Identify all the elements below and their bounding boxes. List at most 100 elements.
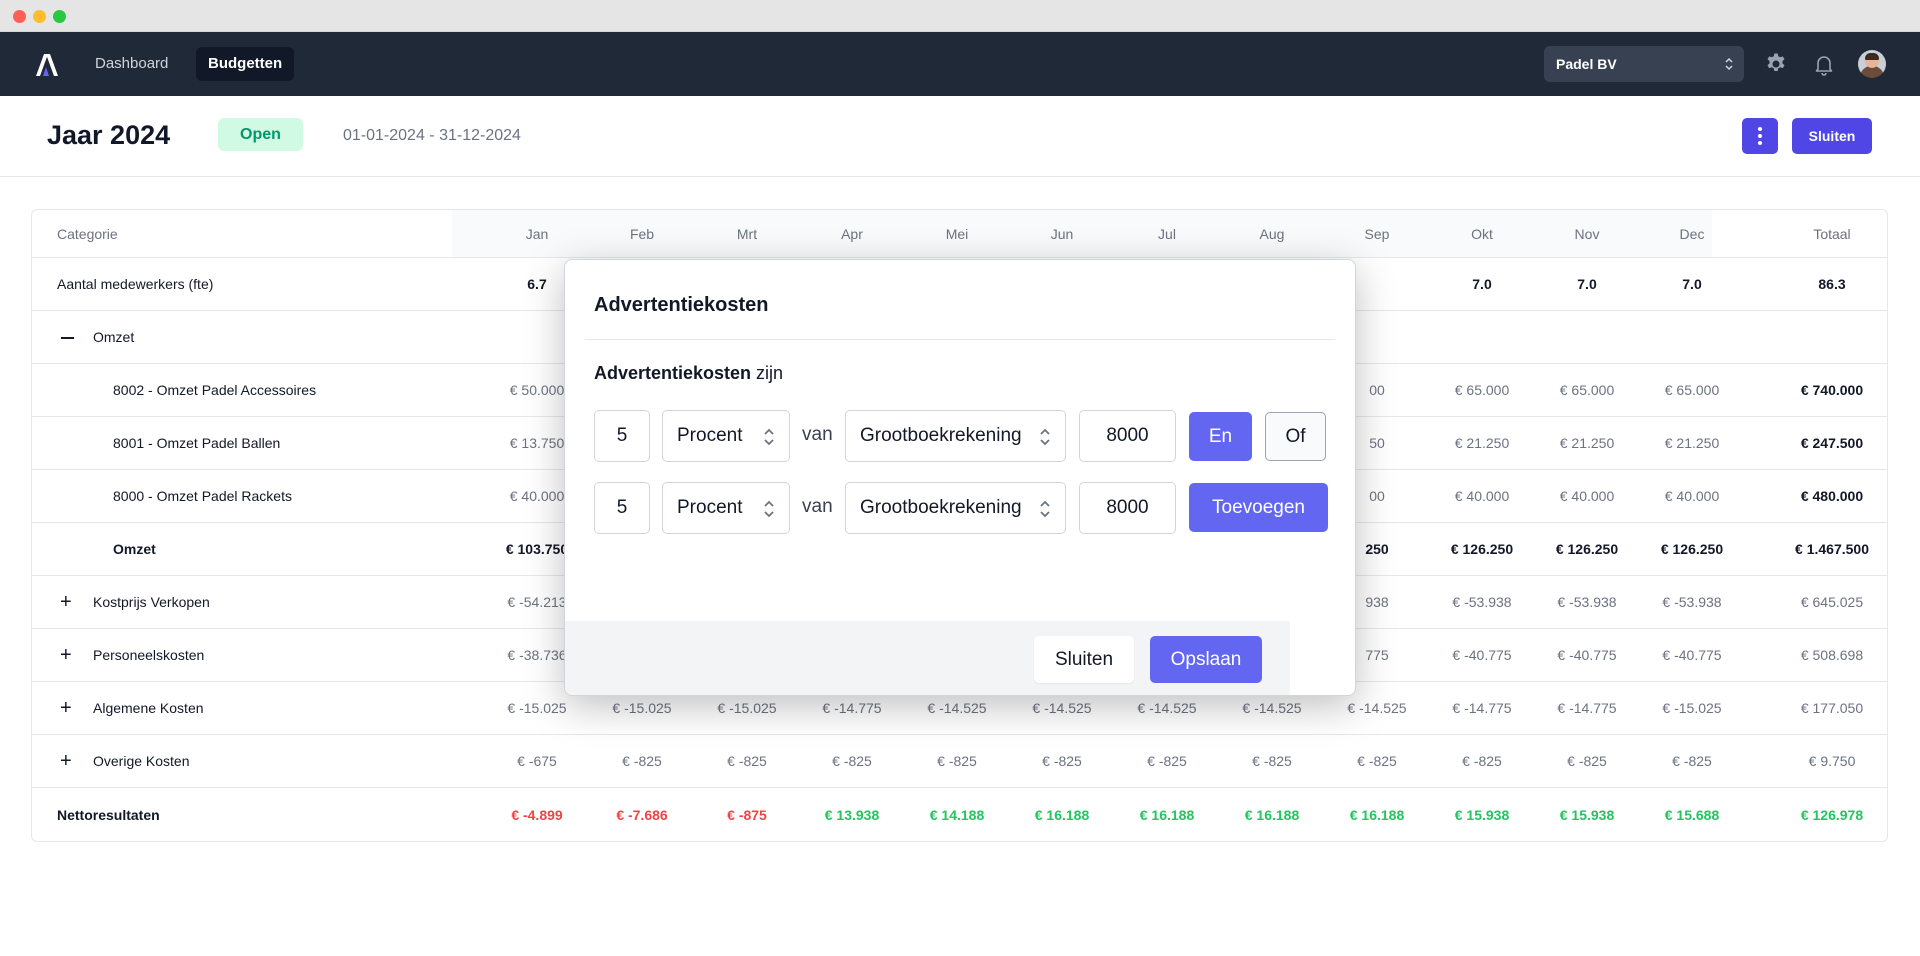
month-cell: € 21.250	[1454, 435, 1510, 451]
month-cell: € -14.525	[1347, 700, 1407, 716]
month-cell: € 126.250	[1660, 541, 1724, 557]
month-cell: € 40.000	[1559, 488, 1615, 504]
rule-1-source-select[interactable]: Grootboekrekening	[845, 410, 1066, 462]
month-cell: € -825	[1567, 753, 1607, 769]
more-options-button[interactable]	[1742, 118, 1778, 154]
row-label: 8000 - Omzet Padel Rackets	[113, 488, 292, 504]
rule-2-unit-select[interactable]: Procent	[662, 482, 790, 534]
month-cell: € -825	[832, 753, 872, 769]
month-cell: 7.0	[1472, 276, 1492, 292]
modal-subtitle: Advertentiekosten zijn	[594, 363, 783, 384]
or-button[interactable]: Of	[1265, 412, 1326, 461]
row-label[interactable]: Kostprijs Verkopen	[93, 594, 210, 610]
rule-1-amount-input[interactable]: 5	[594, 410, 650, 462]
month-cell: € -14.775	[1452, 700, 1512, 716]
row-label[interactable]: Overige Kosten	[93, 753, 190, 769]
month-cell: € -14.775	[1557, 700, 1617, 716]
rule-2-unit-value: Procent	[677, 497, 743, 518]
column-header: Feb	[629, 225, 655, 242]
window-close-dot[interactable]	[13, 10, 26, 23]
month-cell: € 40.000	[509, 488, 565, 504]
month-cell: € -825	[1672, 753, 1712, 769]
month-cell: € -53.938	[1452, 594, 1512, 610]
month-cell: € -14.525	[1137, 700, 1197, 716]
app-logo-icon[interactable]	[33, 52, 59, 76]
rule-2-amount-input[interactable]: 5	[594, 482, 650, 534]
month-cell: € -40.775	[1452, 647, 1512, 663]
month-cell: € -825	[1252, 753, 1292, 769]
month-cell: € 40.000	[1454, 488, 1510, 504]
modal-save-button[interactable]: Opslaan	[1150, 636, 1262, 683]
column-header: Mrt	[736, 225, 758, 242]
month-cell: € -53.938	[1662, 594, 1722, 610]
company-select[interactable]: Padel BV	[1544, 46, 1744, 82]
nav-dashboard[interactable]: Dashboard	[95, 55, 169, 72]
nav-budgetten[interactable]: Budgetten	[196, 47, 295, 81]
rule-2-account-input[interactable]: 8000	[1079, 482, 1176, 534]
add-rule-button[interactable]: Toevoegen	[1189, 483, 1328, 532]
month-cell: € 126.250	[1450, 541, 1514, 557]
user-avatar[interactable]	[1858, 50, 1886, 78]
row-label: Omzet	[113, 541, 156, 557]
page-title: Jaar 2024	[47, 120, 171, 150]
window-zoom-dot[interactable]	[53, 10, 66, 23]
month-cell: € 16.188	[1139, 806, 1195, 823]
month-cell: € 14.188	[929, 806, 985, 823]
modal-divider	[585, 339, 1335, 340]
window-minimize-dot[interactable]	[33, 10, 46, 23]
month-header-bg	[452, 210, 1712, 258]
column-header: Dec	[1679, 225, 1705, 242]
month-cell: 7.0	[1682, 276, 1702, 292]
total-cell	[1762, 311, 1887, 363]
rule-1-account-input[interactable]: 8000	[1079, 410, 1176, 462]
column-header: Okt	[1471, 225, 1493, 242]
month-cell: € -38.736	[507, 647, 567, 663]
plus-icon[interactable]: +	[60, 590, 72, 613]
rule-1-unit-value: Procent	[677, 425, 743, 446]
total-cell: € 645.025	[1800, 594, 1864, 610]
month-cell: € 16.188	[1349, 806, 1405, 823]
month-cell: € -54.213	[507, 594, 567, 610]
month-cell: 6.7	[527, 276, 547, 292]
month-cell: € 65.000	[1559, 382, 1615, 398]
month-cell: € -825	[622, 753, 662, 769]
month-cell: € -15.025	[507, 700, 567, 716]
month-cell: € -825	[1357, 753, 1397, 769]
company-select-value: Padel BV	[1556, 56, 1617, 72]
row-label[interactable]: Personeelskosten	[93, 647, 205, 663]
total-cell: € 177.050	[1800, 700, 1864, 716]
rule-1-unit-select[interactable]: Procent	[662, 410, 790, 462]
gear-icon[interactable]	[1764, 52, 1788, 76]
rule-2-source-value: Grootboekrekening	[860, 497, 1022, 518]
total-cell: € 247.500	[1800, 435, 1864, 451]
plus-icon[interactable]: +	[60, 696, 72, 719]
row-label: 8001 - Omzet Padel Ballen	[113, 435, 281, 451]
total-cell: 86.3	[1818, 276, 1846, 292]
row-label[interactable]: Algemene Kosten	[93, 700, 204, 716]
month-cell: € 16.188	[1244, 806, 1300, 823]
month-cell: € -4.899	[511, 806, 563, 823]
minus-icon[interactable]	[61, 337, 74, 339]
month-cell: € 126.250	[1555, 541, 1619, 557]
modal-cancel-button[interactable]: Sluiten	[1034, 636, 1134, 683]
chevron-updown-icon	[1040, 428, 1050, 446]
close-year-button[interactable]: Sluiten	[1792, 118, 1872, 154]
month-cell: € 65.000	[1454, 382, 1510, 398]
row-label[interactable]: Omzet	[93, 329, 135, 345]
month-cell: € 103.750	[505, 541, 569, 557]
rule-2-source-select[interactable]: Grootboekrekening	[845, 482, 1066, 534]
and-button[interactable]: En	[1189, 412, 1252, 461]
month-cell: € -15.025	[717, 700, 777, 716]
month-cell: € 15.938	[1559, 806, 1615, 823]
total-cell: € 740.000	[1800, 382, 1864, 398]
table-row: Nettoresultaten € -4.899 € -7.686 € -875 € 1…	[32, 788, 1887, 841]
total-cell: € 1.467.500	[1795, 541, 1869, 557]
month-cell: 775	[1365, 647, 1389, 663]
bell-icon[interactable]	[1812, 52, 1836, 76]
month-cell: € -825	[727, 753, 767, 769]
plus-icon[interactable]: +	[60, 749, 72, 772]
column-header: Aug	[1259, 225, 1285, 242]
plus-icon[interactable]: +	[60, 643, 72, 666]
total-cell: € 508.698	[1800, 647, 1864, 663]
month-cell	[1537, 311, 1637, 363]
